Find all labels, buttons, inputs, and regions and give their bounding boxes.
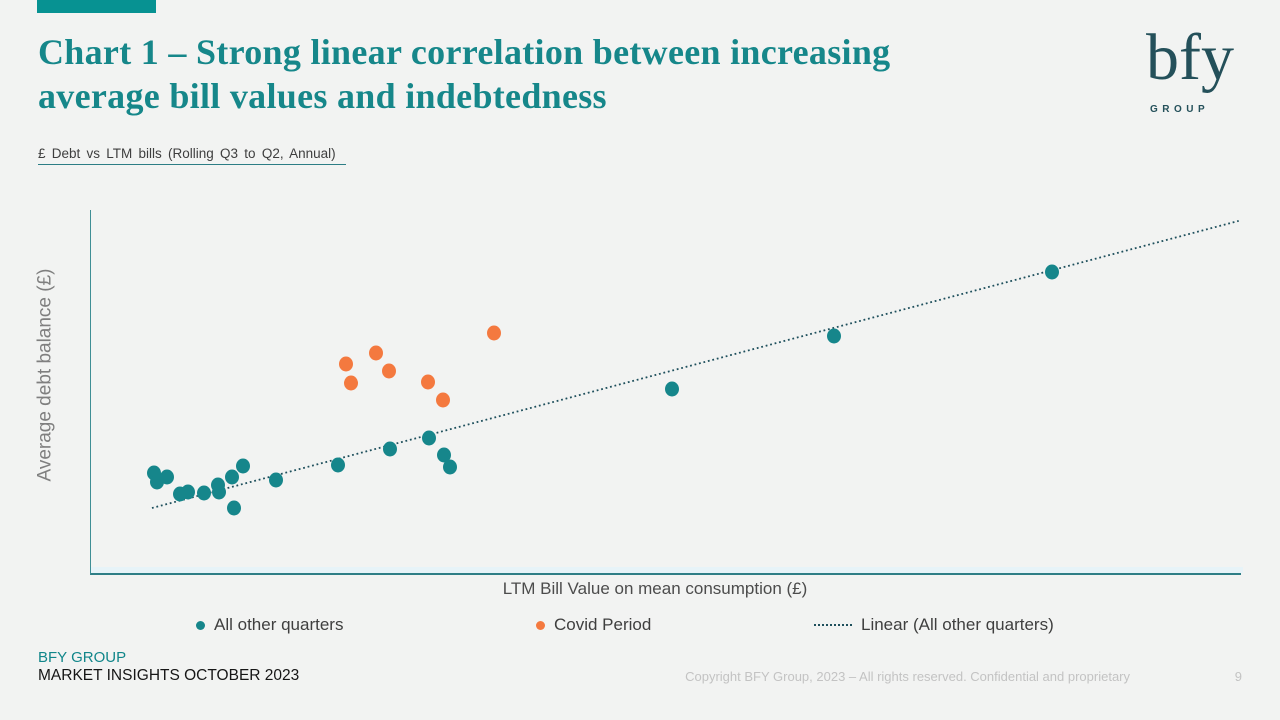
logo-subtext: GROUP — [1150, 104, 1210, 115]
footer-copyright: Copyright BFY Group, 2023 – All rights r… — [685, 669, 1130, 684]
chart-legend: All other quarters Covid Period Linear (… — [0, 612, 1280, 638]
data-point — [420, 374, 435, 390]
footer-left: BFY GROUP MARKET INSIGHTS OCTOBER 2023 — [38, 649, 299, 685]
data-point — [343, 375, 358, 391]
x-axis-title: LTM Bill Value on mean consumption (£) — [502, 579, 808, 598]
x-axis-highlight — [91, 567, 1243, 573]
data-point — [196, 485, 211, 501]
data-point — [664, 381, 679, 397]
plot-area — [90, 210, 1243, 575]
bfy-group-logo: bfy GROUP — [1132, 21, 1240, 122]
legend-item-all-other-quarters: All other quarters — [196, 612, 343, 638]
data-point — [211, 484, 226, 500]
data-point — [225, 469, 240, 485]
page-title: Chart 1 – Strong linear correlation betw… — [38, 30, 1123, 118]
legend-label: All other quarters — [214, 615, 344, 634]
data-point — [486, 325, 501, 341]
data-point — [442, 459, 457, 475]
y-axis-title: Average debt balance (£) — [35, 268, 56, 482]
data-point — [422, 430, 437, 446]
footer-brand: BFY GROUP — [38, 649, 127, 666]
accent-bar — [37, 0, 156, 13]
legend-item-covid-period: Covid Period — [536, 612, 651, 638]
data-point — [269, 472, 284, 488]
data-point — [1045, 264, 1060, 280]
data-point — [369, 345, 384, 361]
data-point — [826, 328, 841, 344]
data-point — [339, 356, 354, 372]
data-point — [331, 457, 346, 473]
page-number: 9 — [1234, 669, 1242, 684]
page-title-line2: average bill values and indebtedness — [38, 76, 607, 116]
legend-item-linear-trendline: Linear (All other quarters) — [814, 612, 1054, 638]
page-title-line1: Chart 1 – Strong linear correlation betw… — [38, 32, 891, 72]
legend-marker-1 — [536, 620, 545, 630]
data-point — [159, 469, 174, 485]
legend-marker-0 — [196, 620, 205, 630]
data-point — [226, 500, 241, 516]
data-point — [437, 447, 452, 463]
data-point — [180, 484, 195, 500]
legend-swatch-trendline — [814, 624, 852, 626]
data-point — [435, 392, 450, 408]
chart-subtitle: £ Debt vs LTM bills (Rolling Q3 to Q2, A… — [38, 146, 346, 165]
logo-wordmark: bfy — [1146, 21, 1234, 94]
data-point — [381, 363, 396, 379]
trendline — [151, 220, 1239, 509]
legend-label: Linear (All other quarters) — [861, 615, 1054, 634]
data-point — [383, 441, 397, 457]
legend-label: Covid Period — [554, 615, 652, 634]
footer-deck-name: MARKET INSIGHTS OCTOBER 2023 — [38, 667, 300, 684]
data-point — [235, 458, 250, 474]
